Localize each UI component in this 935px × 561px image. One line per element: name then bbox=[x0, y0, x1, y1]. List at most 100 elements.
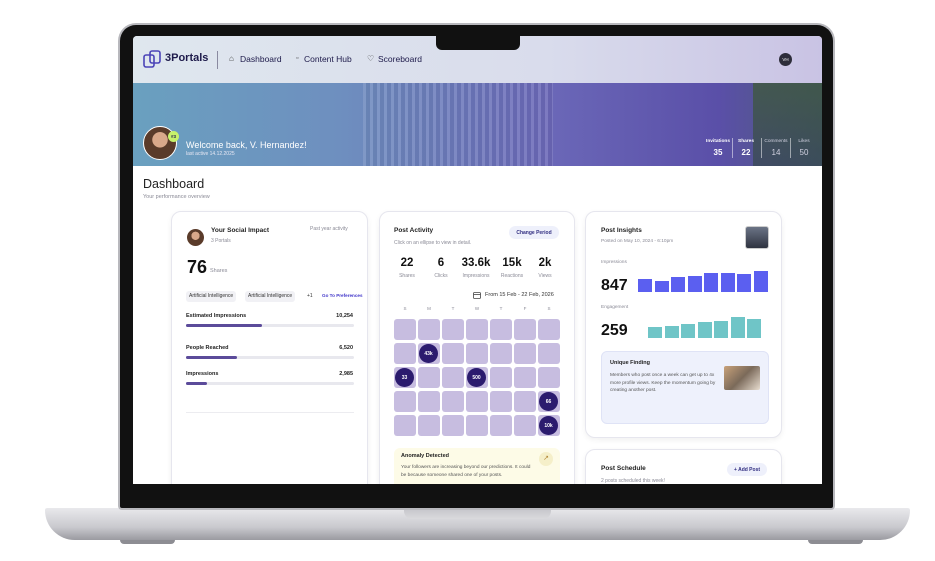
nav-link[interactable]: Scoreboard bbox=[378, 54, 422, 64]
calendar-cell[interactable]: 10k bbox=[538, 415, 560, 436]
calendar-cell[interactable] bbox=[418, 391, 440, 412]
calendar-cell[interactable]: 33 bbox=[394, 367, 416, 388]
card-title: Post Insights bbox=[601, 227, 642, 234]
shares-label: Shares bbox=[210, 268, 228, 274]
calendar-cell[interactable] bbox=[490, 367, 512, 388]
page-title: Dashboard bbox=[143, 177, 205, 191]
card-subtitle: 3 Portals bbox=[211, 238, 231, 244]
calendar-cell[interactable]: 66 bbox=[538, 391, 560, 412]
anomaly-title: Anomaly Detected bbox=[401, 453, 449, 459]
laptop-notch bbox=[404, 508, 551, 519]
card-title: Your Social Impact bbox=[211, 227, 270, 234]
calendar-cell[interactable] bbox=[538, 343, 560, 364]
card-title: Post Activity bbox=[394, 227, 434, 234]
post-thumbnail[interactable] bbox=[745, 226, 769, 249]
calendar-cell[interactable] bbox=[538, 319, 560, 340]
impressions-sparkbars bbox=[638, 270, 768, 292]
post-insights-card: Post Insights Posted on May 10, 2024 - 6… bbox=[585, 211, 782, 438]
preferences-link[interactable]: Go To Preferences bbox=[322, 293, 363, 298]
calendar-cell[interactable] bbox=[442, 415, 464, 436]
anomaly-box: Anomaly Detected Your followers are incr… bbox=[394, 448, 560, 484]
calendar-cell[interactable] bbox=[514, 367, 536, 388]
add-post-button[interactable]: + Add Post bbox=[727, 463, 767, 476]
activity-label: Clicks bbox=[434, 273, 448, 279]
calendar-icon bbox=[473, 292, 481, 299]
calendar-cell[interactable] bbox=[514, 391, 536, 412]
shares-value: 76 bbox=[187, 257, 208, 277]
brand-name[interactable]: 3Portals bbox=[165, 52, 209, 64]
finding-box: Unique Finding Members who post once a w… bbox=[601, 351, 769, 424]
calendar-cell[interactable] bbox=[514, 319, 536, 340]
nav-link[interactable]: Dashboard bbox=[240, 54, 282, 64]
activity-value: 22 bbox=[400, 257, 414, 269]
calendar-cell[interactable] bbox=[490, 415, 512, 436]
stat-value: 22 bbox=[741, 148, 751, 157]
calendar-cell[interactable] bbox=[418, 367, 440, 388]
activity-ellipse[interactable]: 43k bbox=[419, 344, 438, 363]
activity-ellipse[interactable]: 10k bbox=[539, 416, 558, 435]
activity-label: Impressions bbox=[462, 273, 490, 279]
calendar-cell[interactable] bbox=[394, 343, 416, 364]
calendar-cell[interactable]: 500 bbox=[466, 367, 488, 388]
calendar-cell[interactable] bbox=[466, 415, 488, 436]
metric-track bbox=[186, 356, 354, 359]
metric-label: Estimated Impressions bbox=[186, 313, 247, 319]
tag[interactable]: Artificial Intelligence bbox=[245, 291, 296, 302]
weekday: T bbox=[499, 306, 503, 311]
stat-divider bbox=[732, 138, 733, 158]
nav-icon: ▫ bbox=[296, 55, 299, 62]
calendar-cell[interactable] bbox=[394, 391, 416, 412]
calendar-cell[interactable] bbox=[442, 391, 464, 412]
nav-link[interactable]: Content Hub bbox=[304, 54, 352, 64]
weekday: F bbox=[523, 306, 527, 311]
calendar-cell[interactable]: 43k bbox=[418, 343, 440, 364]
calendar-cell[interactable] bbox=[394, 415, 416, 436]
stat-divider bbox=[790, 138, 791, 158]
calendar-cell[interactable] bbox=[442, 367, 464, 388]
calendar-cell[interactable] bbox=[442, 319, 464, 340]
calendar-cell[interactable] bbox=[514, 415, 536, 436]
calendar-cell[interactable] bbox=[490, 343, 512, 364]
stat-value: 50 bbox=[799, 148, 809, 157]
calendar-cell[interactable] bbox=[466, 391, 488, 412]
stat-label: Shares bbox=[738, 139, 754, 144]
calendar-cell[interactable] bbox=[466, 343, 488, 364]
change-period-button[interactable]: Change Period bbox=[509, 226, 559, 239]
calendar-cell[interactable] bbox=[394, 319, 416, 340]
user-avatar[interactable]: VH bbox=[779, 53, 792, 66]
activity-value: 2k bbox=[538, 257, 552, 269]
banner bbox=[133, 83, 822, 166]
stat-value: 14 bbox=[771, 148, 781, 157]
page-subtitle: Your performance overview bbox=[143, 194, 210, 200]
posted-date: Posted on May 10, 2024 - 6:10pm bbox=[601, 239, 674, 244]
engagement-sparkbars bbox=[648, 316, 768, 338]
camera-notch bbox=[436, 36, 520, 50]
calendar-cell[interactable] bbox=[490, 391, 512, 412]
metric-fill bbox=[186, 382, 207, 385]
tag[interactable]: Artificial Intelligence bbox=[186, 291, 237, 302]
calendar-cell[interactable] bbox=[418, 415, 440, 436]
activity-ellipse[interactable]: 66 bbox=[539, 392, 558, 411]
activity-label: Reactions bbox=[500, 273, 524, 279]
impressions-value: 847 bbox=[601, 277, 628, 294]
finding-title: Unique Finding bbox=[610, 360, 651, 366]
calendar-cell[interactable] bbox=[490, 319, 512, 340]
finding-text: Members who post once a week can get up … bbox=[610, 373, 716, 394]
calendar-cell[interactable] bbox=[418, 319, 440, 340]
calendar-cell[interactable] bbox=[538, 367, 560, 388]
activity-ellipse[interactable]: 33 bbox=[395, 368, 414, 387]
calendar-cell[interactable] bbox=[466, 319, 488, 340]
hint: Click on an ellipse to view in detail. bbox=[394, 240, 472, 246]
divider bbox=[186, 412, 354, 413]
metric-value: 6,520 bbox=[339, 345, 353, 351]
calendar-cell[interactable] bbox=[514, 343, 536, 364]
activity-ellipse[interactable]: 500 bbox=[467, 368, 486, 387]
calendar-cell[interactable] bbox=[442, 343, 464, 364]
weekday: W bbox=[474, 306, 480, 311]
metric-value: 10,254 bbox=[336, 313, 353, 319]
stat-label: Comments bbox=[764, 139, 788, 144]
finding-image bbox=[724, 366, 760, 390]
stat-label: Likes bbox=[798, 139, 810, 144]
tag[interactable]: +1 bbox=[307, 293, 313, 299]
